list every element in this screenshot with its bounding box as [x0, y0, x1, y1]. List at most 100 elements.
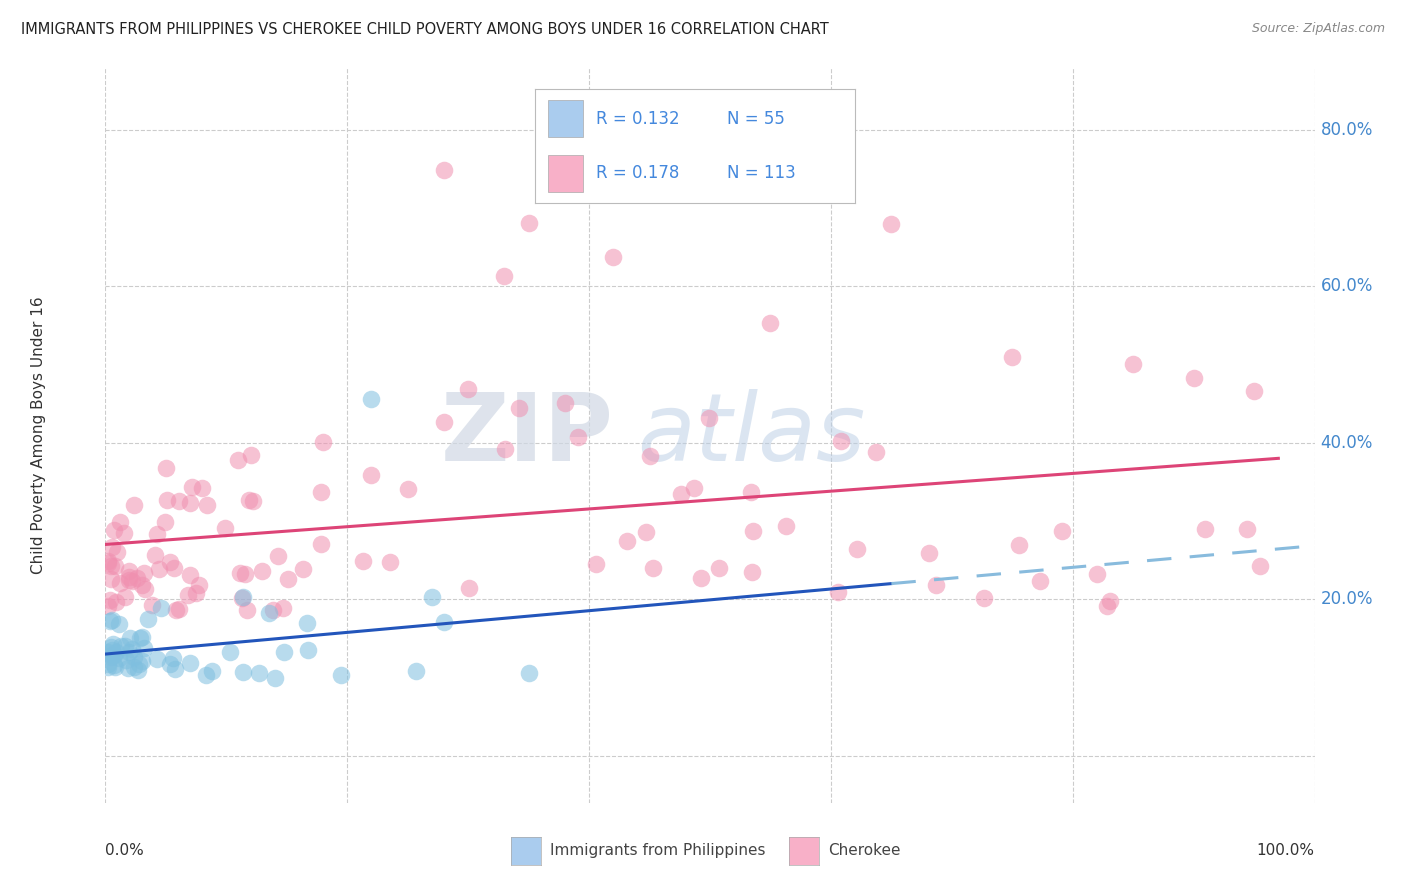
- Point: [707, 561, 730, 575]
- Point: [273, 645, 295, 659]
- Point: [159, 657, 181, 671]
- Point: [169, 494, 191, 508]
- Point: [396, 482, 419, 496]
- Point: [690, 571, 713, 585]
- Point: [122, 660, 145, 674]
- Point: [188, 578, 211, 592]
- Point: [107, 617, 129, 632]
- Point: [1122, 358, 1144, 372]
- Point: [121, 574, 143, 588]
- Point: [1001, 351, 1024, 365]
- Point: [107, 650, 129, 665]
- Point: [104, 660, 127, 674]
- Point: [433, 615, 456, 629]
- Point: [1194, 522, 1216, 536]
- Point: [494, 442, 516, 456]
- Point: [97, 557, 120, 571]
- Text: ZIP: ZIP: [440, 389, 613, 481]
- Point: [114, 640, 136, 654]
- Point: [741, 565, 763, 579]
- Point: [103, 523, 125, 537]
- Point: [1182, 371, 1205, 385]
- Point: [112, 526, 135, 541]
- Point: [118, 645, 141, 659]
- Text: Immigrants from Philippines: Immigrants from Philippines: [550, 843, 766, 858]
- Point: [177, 588, 200, 602]
- Text: Source: ZipAtlas.com: Source: ZipAtlas.com: [1251, 22, 1385, 36]
- Text: Child Poverty Among Boys Under 16: Child Poverty Among Boys Under 16: [31, 296, 46, 574]
- Point: [457, 382, 479, 396]
- Point: [277, 572, 299, 586]
- Point: [146, 651, 169, 665]
- Text: 0.0%: 0.0%: [105, 843, 145, 858]
- Point: [132, 566, 155, 580]
- Point: [100, 640, 122, 655]
- Point: [97, 553, 120, 567]
- Point: [179, 656, 201, 670]
- Point: [271, 601, 294, 615]
- Point: [103, 648, 125, 663]
- Point: [262, 603, 284, 617]
- Point: [1029, 574, 1052, 589]
- Point: [1097, 599, 1119, 613]
- Point: [122, 649, 145, 664]
- Point: [1249, 559, 1271, 574]
- Point: [508, 401, 530, 416]
- Text: 40.0%: 40.0%: [1320, 434, 1374, 451]
- Point: [155, 461, 177, 475]
- Point: [330, 668, 353, 682]
- Point: [181, 481, 204, 495]
- Point: [127, 663, 149, 677]
- Point: [433, 162, 456, 177]
- Point: [973, 591, 995, 606]
- Point: [163, 560, 186, 574]
- Point: [616, 534, 638, 549]
- Point: [291, 561, 314, 575]
- Point: [567, 430, 589, 444]
- Point: [117, 661, 139, 675]
- Point: [108, 515, 131, 529]
- Point: [156, 492, 179, 507]
- Point: [309, 485, 332, 500]
- Point: [1085, 567, 1108, 582]
- Point: [232, 590, 254, 604]
- Point: [671, 487, 693, 501]
- Point: [880, 217, 903, 231]
- Point: [494, 269, 516, 284]
- Point: [149, 600, 172, 615]
- Point: [740, 484, 762, 499]
- Point: [101, 541, 124, 555]
- Point: [98, 593, 121, 607]
- Point: [114, 591, 136, 605]
- Point: [226, 453, 249, 467]
- Text: 20.0%: 20.0%: [1320, 591, 1374, 608]
- Point: [145, 526, 167, 541]
- Text: IMMIGRANTS FROM PHILIPPINES VS CHEROKEE CHILD POVERTY AMONG BOYS UNDER 16 CORREL: IMMIGRANTS FROM PHILIPPINES VS CHEROKEE …: [21, 22, 830, 37]
- Point: [98, 614, 121, 628]
- Text: 80.0%: 80.0%: [1320, 120, 1374, 138]
- Point: [201, 664, 224, 678]
- Point: [97, 645, 120, 659]
- Point: [312, 435, 335, 450]
- Point: [360, 468, 382, 483]
- Point: [250, 565, 273, 579]
- Point: [247, 665, 270, 680]
- Point: [636, 524, 658, 539]
- Point: [97, 599, 120, 613]
- Point: [918, 546, 941, 560]
- Point: [602, 250, 624, 264]
- Point: [585, 558, 607, 572]
- Point: [360, 392, 382, 406]
- Point: [167, 602, 190, 616]
- Point: [257, 607, 280, 621]
- Point: [846, 542, 869, 557]
- Point: [124, 498, 146, 512]
- Point: [263, 671, 285, 685]
- Point: [830, 434, 852, 449]
- Point: [131, 654, 153, 668]
- Point: [121, 642, 143, 657]
- Point: [104, 645, 127, 659]
- Point: [1243, 384, 1265, 399]
- Point: [165, 662, 187, 676]
- Point: [162, 650, 184, 665]
